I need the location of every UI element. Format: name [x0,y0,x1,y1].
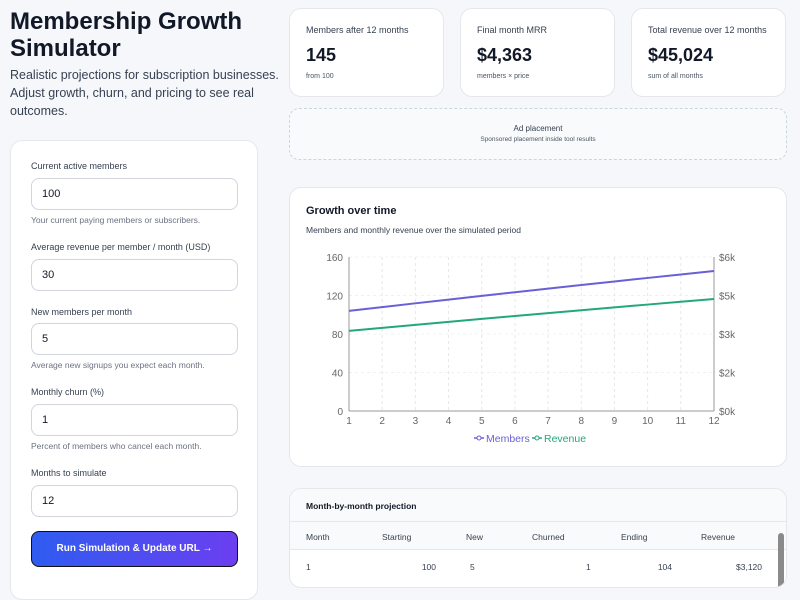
stat-value: $45,024 [648,45,714,65]
y-left-tick-label: 40 [332,369,344,380]
x-tick-label: 5 [479,416,485,427]
table-row: 1 100 5 1 104 $3,120 [290,550,786,580]
cell-churned: 1 [586,562,591,572]
chart-subtitle: Members and monthly revenue over the sim… [306,225,521,235]
arpu-label: Average revenue per member / month (USD) [31,242,211,252]
members-hint: Your current paying members or subscribe… [31,215,201,225]
stat-label: Total revenue over 12 months [648,25,767,35]
intro-text: Realistic projections for subscription b… [10,68,279,118]
y-right-tick-label: $0k [719,407,736,418]
col-revenue: Revenue [701,532,736,542]
legend-item-revenue: Revenue [544,433,586,445]
churn-hint: Percent of members who cancel each month… [31,441,202,451]
y-right-tick-label: $2k [719,369,736,380]
x-tick-label: 12 [708,416,720,427]
y-left-tick-label: 120 [326,292,343,303]
months-input[interactable]: 12 [31,485,238,517]
ad-placement: Ad placement Sponsored placement inside … [289,108,787,160]
y-left-tick-label: 160 [326,253,343,264]
table-header-row: Month Starting New Churned Ending Revenu… [290,522,786,550]
page-title: Membership Growth Simulator [10,8,243,62]
table-title: Month-by-month projection [306,501,417,511]
x-tick-label: 10 [642,416,654,427]
legend-marker [476,435,482,441]
x-tick-label: 6 [512,416,518,427]
ad-title: Ad placement [513,124,563,133]
stat-label: Members after 12 months [306,25,409,35]
table-scrollbar[interactable] [778,533,784,587]
stat-sub: members × price [477,73,530,80]
chart-title: Growth over time [306,205,397,217]
churn-input[interactable]: 1 [31,404,238,436]
stat-card-revenue: Total revenue over 12 months $45,024 sum… [631,8,786,97]
arpu-input[interactable]: 30 [31,259,238,291]
y-right-tick-label: $5k [719,292,736,303]
stat-card-mrr: Final month MRR $4,363 members × price [460,8,615,97]
cell-month: 1 [306,562,311,572]
cell-new: 5 [470,562,475,572]
y-right-tick-label: $6k [719,253,736,264]
cell-ending: 104 [657,562,672,572]
x-tick-label: 4 [446,416,452,427]
chart-card: Growth over time Members and monthly rev… [289,187,787,467]
series-line-revenue [348,298,715,332]
stat-label: Final month MRR [477,25,548,35]
col-starting: Starting [382,532,412,542]
stat-sub: sum of all months [648,73,703,80]
run-simulation-button[interactable]: Run Simulation & Update URL → [31,531,238,567]
new-members-hint: Average new signups you expect each mont… [31,360,205,370]
col-churned: Churned [532,532,565,542]
stat-card-members: Members after 12 months 145 from 100 [289,8,444,97]
x-tick-label: 8 [578,416,584,427]
months-label: Months to simulate [31,468,107,478]
stat-sub: from 100 [306,73,334,80]
y-left-tick-label: 80 [332,330,344,341]
members-input[interactable]: 100 [31,178,238,210]
x-tick-label: 3 [413,416,419,427]
members-label: Current active members [31,161,128,171]
col-new: New [466,532,484,542]
stat-value: 145 [306,45,337,65]
new-members-label: New members per month [31,307,133,317]
ad-sub: Sponsored placement inside tool results [480,136,596,143]
x-tick-label: 9 [612,416,618,427]
x-tick-label: 2 [379,416,385,427]
y-left-tick-label: 0 [337,407,343,418]
input-form: Current active members 100 Your current … [10,140,258,600]
x-tick-label: 7 [545,416,551,427]
cell-revenue: $3,120 [736,562,762,572]
col-ending: Ending [621,532,648,542]
new-members-input[interactable]: 5 [31,323,238,355]
legend-item-members: Members [486,433,530,445]
x-tick-label: 1 [346,416,352,427]
series-line-members [348,270,715,312]
col-month: Month [306,532,330,542]
legend-marker [534,435,540,441]
cell-starting: 100 [421,562,436,572]
projection-table: Month-by-month projection Month Starting… [289,488,787,588]
y-right-tick-label: $3k [719,330,736,341]
x-tick-label: 11 [676,416,687,427]
churn-label: Monthly churn (%) [31,387,105,397]
stat-value: $4,363 [477,45,533,65]
